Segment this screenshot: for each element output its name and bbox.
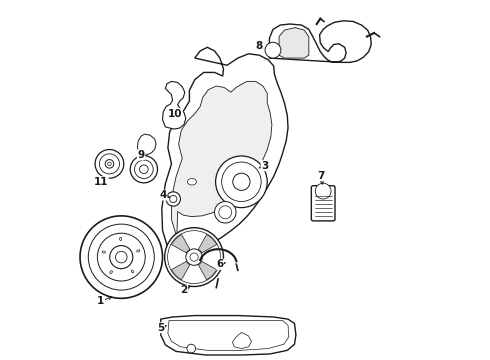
Text: 4: 4 (160, 190, 167, 200)
Circle shape (265, 42, 281, 58)
Polygon shape (172, 261, 190, 280)
Circle shape (116, 251, 127, 263)
FancyBboxPatch shape (311, 186, 335, 221)
Circle shape (98, 233, 145, 281)
Circle shape (166, 192, 180, 206)
Polygon shape (137, 134, 156, 155)
Polygon shape (279, 28, 309, 58)
Polygon shape (270, 21, 371, 62)
Text: 7: 7 (318, 171, 325, 181)
Text: 1: 1 (97, 296, 104, 306)
Text: 9: 9 (137, 150, 145, 160)
Circle shape (186, 249, 202, 265)
Text: 10: 10 (168, 109, 182, 119)
Circle shape (233, 173, 250, 190)
Circle shape (165, 228, 223, 287)
Circle shape (108, 162, 111, 166)
Circle shape (95, 149, 124, 178)
Circle shape (80, 216, 163, 298)
Circle shape (187, 344, 196, 353)
Circle shape (105, 159, 114, 168)
Polygon shape (162, 47, 288, 249)
Circle shape (140, 165, 148, 174)
Text: 8: 8 (256, 41, 263, 50)
Ellipse shape (120, 237, 122, 240)
Circle shape (215, 202, 236, 223)
Circle shape (190, 253, 198, 261)
Ellipse shape (110, 271, 112, 274)
Circle shape (110, 246, 133, 269)
Ellipse shape (102, 251, 105, 253)
Polygon shape (172, 81, 272, 237)
Text: 5: 5 (157, 323, 164, 333)
Ellipse shape (188, 179, 196, 185)
Text: 6: 6 (216, 259, 223, 269)
Polygon shape (198, 234, 217, 253)
Text: 2: 2 (180, 285, 188, 296)
Circle shape (315, 183, 331, 199)
Circle shape (88, 224, 154, 290)
Ellipse shape (131, 270, 134, 273)
Text: 3: 3 (261, 161, 269, 171)
Circle shape (130, 156, 157, 183)
Circle shape (99, 154, 120, 174)
Polygon shape (161, 316, 296, 355)
Circle shape (219, 206, 232, 219)
Polygon shape (172, 234, 190, 253)
Circle shape (135, 160, 153, 179)
Text: 11: 11 (94, 177, 108, 187)
Circle shape (168, 231, 220, 284)
Ellipse shape (137, 250, 140, 252)
Polygon shape (163, 81, 186, 129)
Polygon shape (198, 261, 217, 280)
Circle shape (221, 162, 261, 202)
Circle shape (168, 105, 179, 116)
Circle shape (170, 195, 177, 203)
Circle shape (216, 156, 267, 208)
